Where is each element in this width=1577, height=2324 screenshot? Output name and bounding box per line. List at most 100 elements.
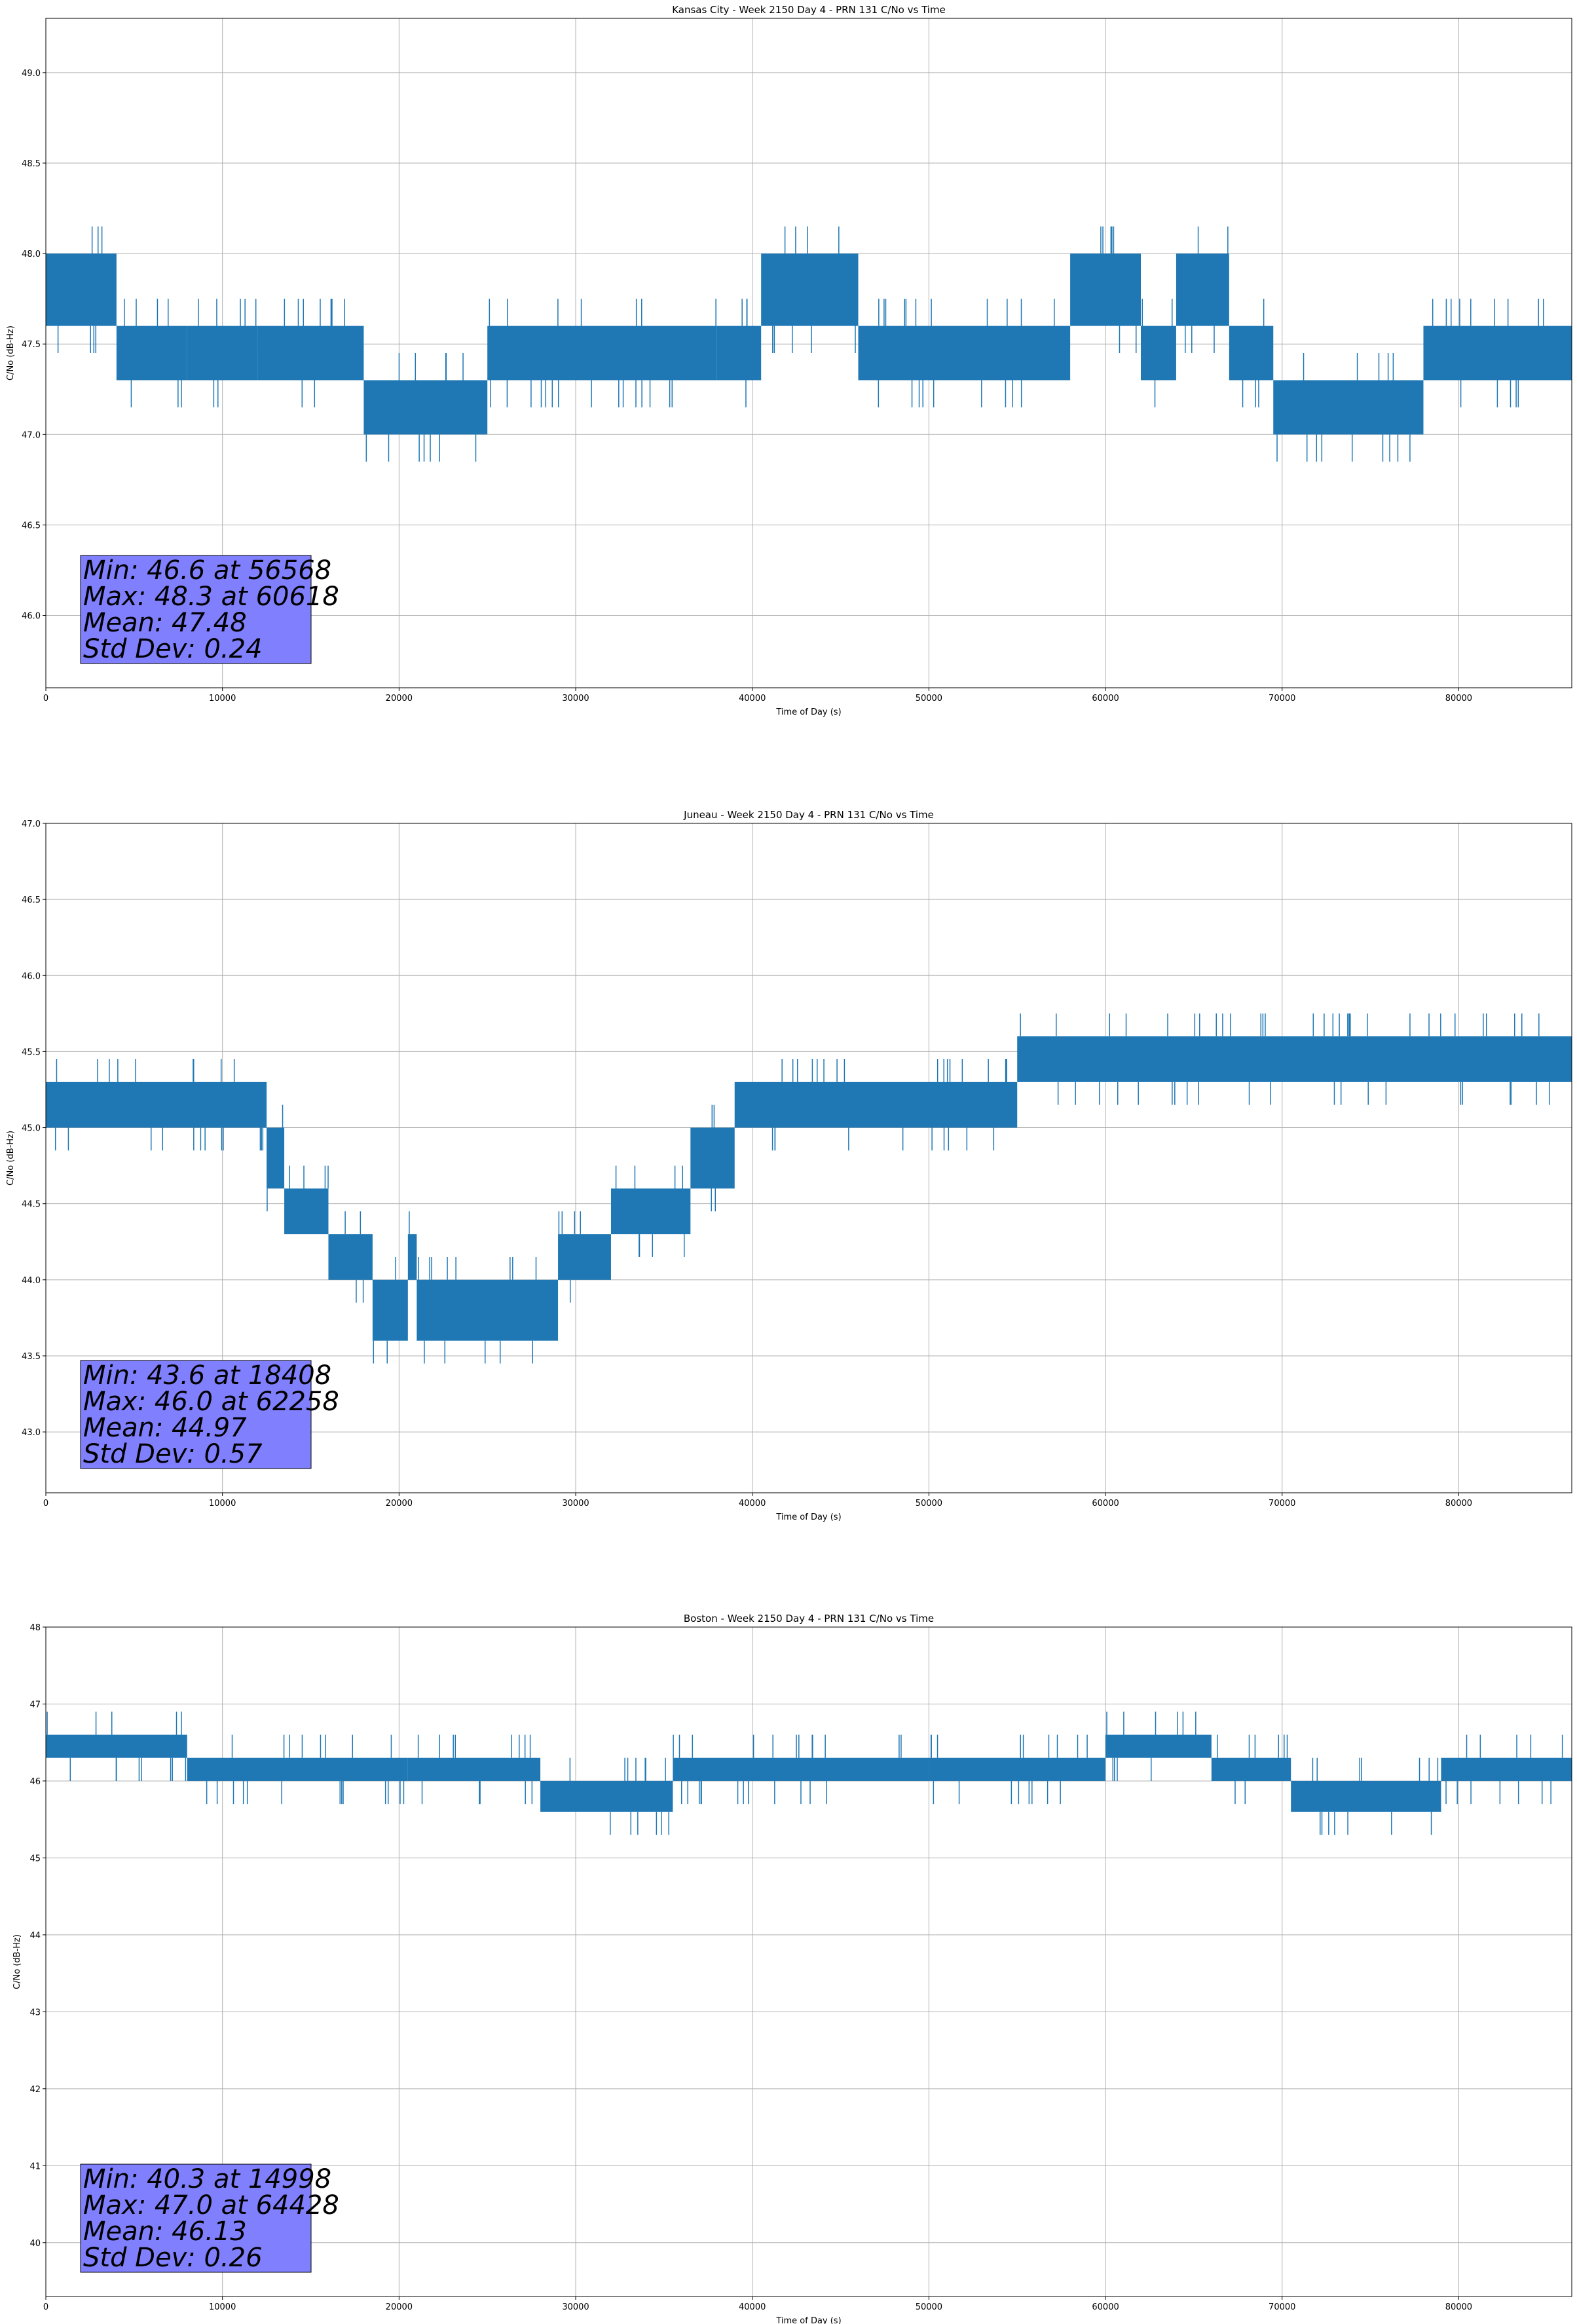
- stats-max: Max: 48.3 at 60618: [83, 582, 339, 612]
- chart-panel-kansas-city: 0 10000 20000 30000 40000 50000 60000 70000 8000…: [6, 4, 1572, 717]
- series-band: [257, 326, 364, 381]
- series-band: [407, 1757, 541, 1781]
- stats-box: Min: 43.6 at 18408 Max: 46.0 at 62258 Me…: [80, 1360, 339, 1469]
- series-band: [540, 1780, 673, 1812]
- stats-mean: Mean: 47.48: [83, 608, 247, 638]
- series-cno: [46, 1712, 1572, 1835]
- series-band: [716, 326, 762, 381]
- stats-min: Min: 46.6 at 56568: [83, 555, 331, 586]
- series-band: [761, 253, 859, 326]
- y-tick-label: 48: [29, 1623, 41, 1633]
- stats-min: Min: 40.3 at 14998: [83, 2164, 331, 2194]
- chart-panel-boston: 0 10000 20000 30000 40000 50000 60000 70000 8000…: [12, 1613, 1572, 2324]
- y-axis-ticks: 43.0 43.5 44.0 44.5 45.0 45.5 46.0 46.5 47.0: [22, 819, 46, 1438]
- x-tick-label: 10000: [209, 694, 236, 703]
- x-tick-label: 60000: [1092, 2302, 1119, 2312]
- x-tick-label: 70000: [1269, 1499, 1295, 1509]
- series-cno: [46, 1013, 1572, 1364]
- stats-max: Max: 47.0 at 64428: [83, 2190, 339, 2221]
- stats-mean: Mean: 44.97: [83, 1413, 247, 1443]
- plot-frame: [45, 823, 1572, 1493]
- y-tick-label: 46.5: [22, 895, 41, 905]
- y-axis-label: C/No (dB-Hz): [6, 326, 16, 381]
- series-band: [487, 326, 717, 381]
- series-band: [1441, 1757, 1572, 1781]
- y-axis-label: C/No (dB-Hz): [6, 1131, 16, 1186]
- series-band: [558, 1234, 611, 1280]
- y-tick-label: 48.5: [22, 159, 41, 169]
- y-tick-label: 42: [29, 2085, 41, 2095]
- x-tick-label: 20000: [386, 694, 413, 703]
- x-axis-label: Time of Day (s): [775, 1512, 841, 1522]
- x-tick-label: 10000: [209, 1499, 236, 1509]
- series-band: [284, 1188, 329, 1235]
- x-tick-label: 60000: [1092, 1499, 1119, 1509]
- y-tick-label: 46.0: [22, 971, 41, 981]
- y-tick-label: 44.5: [22, 1200, 41, 1210]
- x-tick-label: 80000: [1445, 1499, 1472, 1509]
- x-tick-label: 30000: [562, 2302, 589, 2312]
- y-tick-label: 49.0: [22, 69, 41, 79]
- series-band: [267, 1127, 285, 1189]
- stats-std-dev: Std Dev: 0.24: [83, 634, 263, 664]
- x-tick-label: 0: [43, 1499, 48, 1509]
- y-tick-label: 44.0: [22, 1276, 41, 1286]
- series-band: [1176, 253, 1229, 326]
- series-band: [734, 1081, 1018, 1128]
- series-band: [673, 1757, 929, 1781]
- x-tick-label: 50000: [916, 1499, 942, 1509]
- x-tick-label: 30000: [562, 1499, 589, 1509]
- y-tick-label: 45.0: [22, 1124, 41, 1134]
- series-band: [1070, 253, 1141, 326]
- x-tick-label: 80000: [1445, 2302, 1472, 2312]
- y-tick-label: 40: [29, 2239, 41, 2249]
- x-tick-label: 70000: [1269, 2302, 1295, 2312]
- x-tick-label: 70000: [1269, 694, 1295, 703]
- chart-title: Juneau - Week 2150 Day 4 - PRN 131 C/No …: [683, 809, 934, 821]
- y-tick-label: 45: [29, 1854, 41, 1864]
- x-tick-label: 20000: [386, 1499, 413, 1509]
- series-band: [1017, 1036, 1572, 1082]
- series-band: [1105, 1734, 1212, 1758]
- x-axis-ticks: 0 10000 20000 30000 40000 50000 60000 70000 8000…: [43, 688, 1472, 703]
- stats-std-dev: Std Dev: 0.57: [83, 1439, 263, 1469]
- series-band: [46, 1081, 267, 1128]
- series-band: [328, 1234, 373, 1280]
- series-band: [116, 326, 187, 381]
- x-tick-label: 30000: [562, 694, 589, 703]
- stats-std-dev: Std Dev: 0.26: [83, 2243, 263, 2273]
- series-band: [46, 253, 117, 326]
- stats-box: Min: 46.6 at 56568 Max: 48.3 at 60618 Me…: [80, 555, 339, 664]
- y-tick-label: 46: [29, 1777, 41, 1787]
- y-axis-ticks: 40 41 42 43 44 45 46 47 48: [29, 1623, 46, 2249]
- series-band: [929, 1757, 1106, 1781]
- plot-frame: [45, 1626, 1572, 2297]
- x-tick-label: 40000: [739, 694, 766, 703]
- series-band: [1273, 380, 1424, 435]
- plot-frame: [45, 18, 1572, 688]
- y-tick-label: 47.0: [22, 819, 41, 829]
- y-tick-label: 41: [29, 2162, 41, 2171]
- x-tick-label: 40000: [739, 2302, 766, 2312]
- y-tick-label: 46.0: [22, 612, 41, 622]
- x-tick-label: 40000: [739, 1499, 766, 1509]
- series-band: [1423, 326, 1572, 381]
- stats-box-background: [80, 1360, 312, 1469]
- y-axis-ticks: 46.0 46.5 47.0 47.5 48.0 48.5 49.0: [22, 69, 46, 622]
- y-tick-label: 43.0: [22, 1428, 41, 1438]
- y-tick-label: 47.0: [22, 430, 41, 440]
- x-tick-label: 50000: [916, 2302, 942, 2312]
- stats-box: Min: 40.3 at 14998 Max: 47.0 at 64428 Me…: [80, 2164, 339, 2273]
- x-axis-label: Time of Day (s): [775, 707, 841, 717]
- stats-box-background: [80, 2164, 312, 2273]
- series-band: [372, 1279, 408, 1341]
- x-axis-label: Time of Day (s): [775, 2316, 841, 2324]
- y-axis-label: C/No (dB-Hz): [12, 1934, 22, 1989]
- x-axis-ticks: 0 10000 20000 30000 40000 50000 60000 70000 8000…: [43, 1493, 1472, 1509]
- x-tick-label: 0: [43, 694, 48, 703]
- y-tick-label: 46.5: [22, 521, 41, 531]
- series-band: [187, 326, 258, 381]
- series-cno: [46, 226, 1572, 462]
- y-tick-label: 45.5: [22, 1047, 41, 1057]
